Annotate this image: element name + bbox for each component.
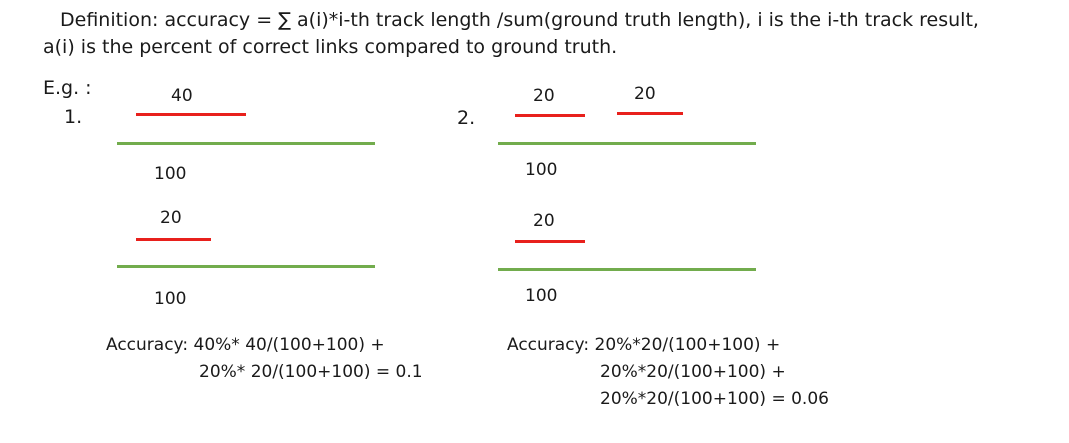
example-2-track-2-label: 20	[533, 211, 555, 231]
example-2-track-2-line	[515, 240, 585, 243]
example-1-ground-truth-2-label: 100	[154, 289, 187, 309]
example-1-accuracy-line-2: 20%* 20/(100+100) = 0.1	[199, 362, 423, 382]
example-1-track-2-label: 20	[160, 208, 182, 228]
example-1-ground-truth-1-label: 100	[154, 164, 187, 184]
example-1-track-1-line	[136, 113, 246, 116]
example-1-ground-truth-2-line	[117, 265, 375, 268]
example-1-ground-truth-1-line	[117, 142, 375, 145]
example-2-track-1a-label: 20	[533, 86, 555, 106]
example-1-accuracy-line-1: Accuracy: 40%* 40/(100+100) +	[106, 335, 385, 355]
example-label: E.g. :	[43, 77, 92, 99]
example-1-track-2-line	[136, 238, 211, 241]
example-2-track-1b-line	[617, 112, 683, 115]
definition-line-2: a(i) is the percent of correct links com…	[43, 36, 618, 58]
example-2-ground-truth-1-label: 100	[525, 160, 558, 180]
example-2-accuracy-line-3: 20%*20/(100+100) = 0.06	[600, 389, 829, 409]
example-2-track-1a-line	[515, 114, 585, 117]
example-2-ground-truth-2-line	[498, 268, 756, 271]
definition-line-1: Definition: accuracy = ∑ a(i)*i-th track…	[60, 9, 979, 31]
example-1-track-1-label: 40	[171, 86, 193, 106]
example-2-ground-truth-1-line	[498, 142, 756, 145]
example-2-index: 2.	[457, 107, 476, 129]
example-2-accuracy-line-2: 20%*20/(100+100) +	[600, 362, 786, 382]
example-2-ground-truth-2-label: 100	[525, 286, 558, 306]
example-2-track-1b-label: 20	[634, 84, 656, 104]
example-1-index: 1.	[64, 106, 83, 128]
example-2-accuracy-line-1: Accuracy: 20%*20/(100+100) +	[507, 335, 781, 355]
